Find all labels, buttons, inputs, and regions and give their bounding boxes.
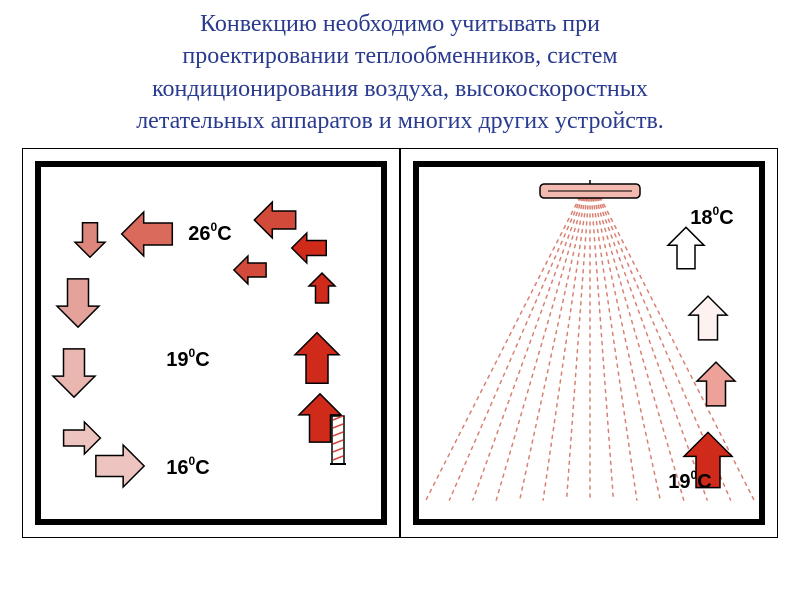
panels-row: 260C 190C 160C 180C 190C bbox=[0, 148, 800, 538]
svg-text:190C: 190C bbox=[166, 346, 209, 371]
temp-label-0: 260C bbox=[188, 220, 231, 245]
title-line-2: проектировании теплообменников, систем bbox=[182, 43, 617, 69]
temp-label-0: 180C bbox=[690, 204, 733, 229]
svg-text:190C: 190C bbox=[668, 468, 711, 493]
svg-text:260C: 260C bbox=[188, 220, 231, 245]
temp-label-2: 160C bbox=[166, 454, 209, 479]
temp-label-1: 190C bbox=[668, 468, 711, 493]
title-line-4: летательных аппаратов и многих других ус… bbox=[136, 108, 664, 134]
right-panel-svg: 180C 190C bbox=[400, 148, 778, 538]
radiator-icon bbox=[330, 416, 346, 464]
page-title: Конвекцию необходимо учитывать при проек… bbox=[0, 0, 800, 148]
svg-text:160C: 160C bbox=[166, 454, 209, 479]
title-line-1: Конвекцию необходимо учитывать при bbox=[200, 11, 600, 37]
temp-label-1: 190C bbox=[166, 346, 209, 371]
title-line-3: кондиционирования воздуха, высокоскорост… bbox=[152, 76, 648, 102]
left-panel: 260C 190C 160C bbox=[22, 148, 400, 538]
right-panel: 180C 190C bbox=[400, 148, 778, 538]
left-panel-svg: 260C 190C 160C bbox=[22, 148, 400, 538]
svg-text:180C: 180C bbox=[690, 204, 733, 229]
